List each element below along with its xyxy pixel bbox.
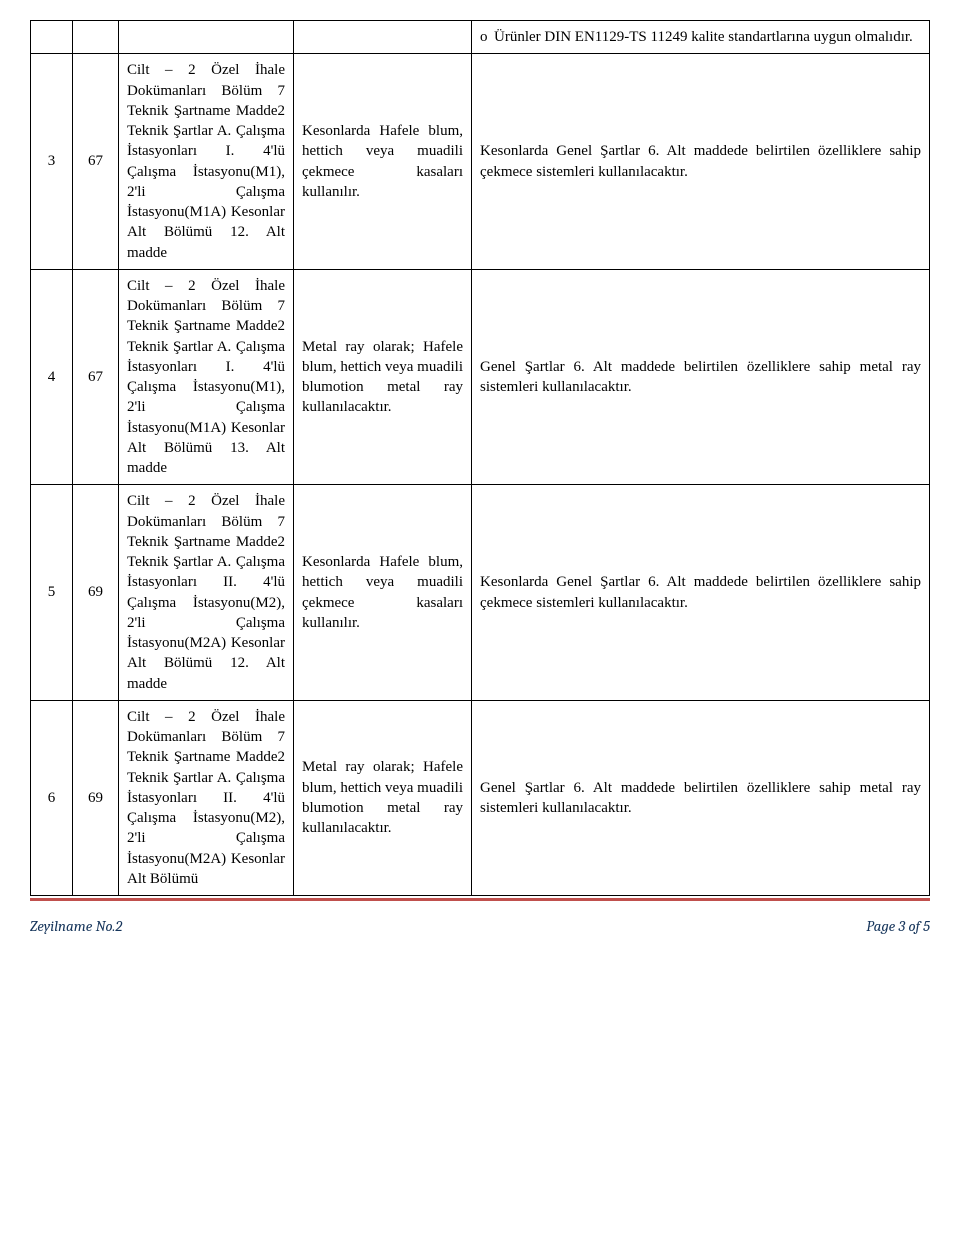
cell-reference: Cilt – 2 Özel İhale Dokümanları Bölüm 7 … [119,700,294,895]
cell-blank [294,21,472,54]
cell-index: 4 [31,269,73,485]
spec-table: Ürünler DIN EN1129-TS 11249 kalite stand… [30,20,930,896]
cell-blank [119,21,294,54]
table-row: 6 69 Cilt – 2 Özel İhale Dokümanları Böl… [31,700,930,895]
cell-revised: Genel Şartlar 6. Alt maddede belirtilen … [472,269,930,485]
cell-original: Kesonlarda Hafele blum, hettich veya mua… [294,485,472,701]
cell-index: 6 [31,700,73,895]
cell-index: 3 [31,54,73,270]
cell-blank [73,21,119,54]
cell-original: Metal ray olarak; Hafele blum, hettich v… [294,269,472,485]
cell-reference: Cilt – 2 Özel İhale Dokümanları Bölüm 7 … [119,485,294,701]
cell-revised: Genel Şartlar 6. Alt maddede belirtilen … [472,700,930,895]
cell-revised: Kesonlarda Genel Şartlar 6. Alt maddede … [472,54,930,270]
table-row: 5 69 Cilt – 2 Özel İhale Dokümanları Böl… [31,485,930,701]
cell-reference: Cilt – 2 Özel İhale Dokümanları Bölüm 7 … [119,54,294,270]
table-row: 4 67 Cilt – 2 Özel İhale Dokümanları Böl… [31,269,930,485]
cell-original: Kesonlarda Hafele blum, hettich veya mua… [294,54,472,270]
cell-page: 69 [73,485,119,701]
cell-index: 5 [31,485,73,701]
page-footer: Zeyilname No.2 Page 3 of 5 [30,917,930,935]
cell-page: 67 [73,269,119,485]
table-row: Ürünler DIN EN1129-TS 11249 kalite stand… [31,21,930,54]
cell-page: 69 [73,700,119,895]
cell-blank [31,21,73,54]
cell-note: Ürünler DIN EN1129-TS 11249 kalite stand… [472,21,930,54]
cell-reference: Cilt – 2 Özel İhale Dokümanları Bölüm 7 … [119,269,294,485]
footer-rule [30,898,930,901]
footer-right-text: Page 3 of 5 [866,917,930,935]
cell-revised: Kesonlarda Genel Şartlar 6. Alt maddede … [472,485,930,701]
cell-original: Metal ray olarak; Hafele blum, hettich v… [294,700,472,895]
footer-left-text: Zeyilname No.2 [30,917,122,935]
table-row: 3 67 Cilt – 2 Özel İhale Dokümanları Böl… [31,54,930,270]
cell-page: 67 [73,54,119,270]
note-text: Ürünler DIN EN1129-TS 11249 kalite stand… [494,29,913,45]
